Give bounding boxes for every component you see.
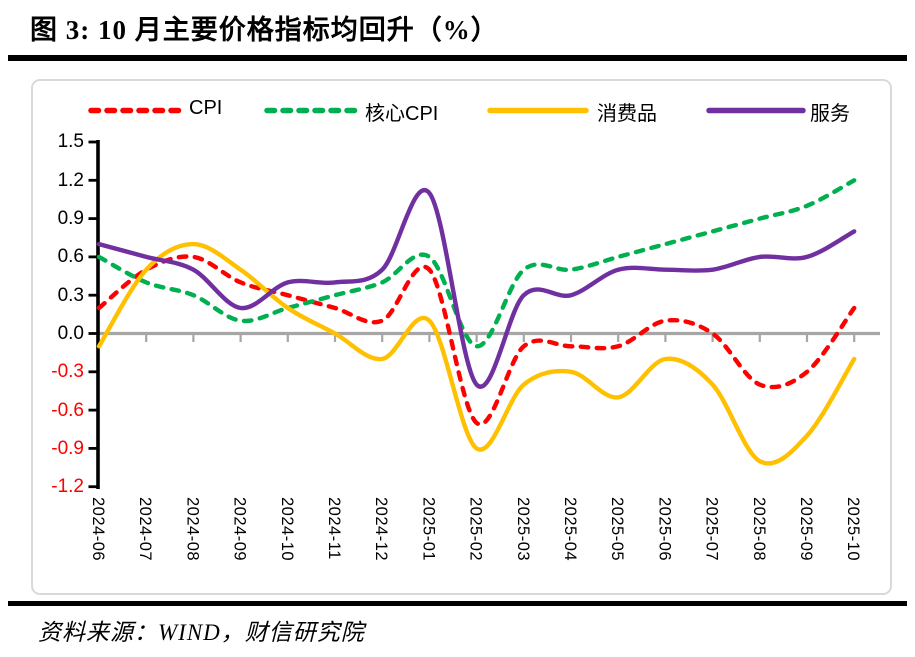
- x-axis-label: 2025-08: [749, 497, 768, 562]
- footer-divider: [8, 601, 907, 606]
- x-axis-label: 2025-10: [844, 497, 863, 562]
- y-axis-label: -1.2: [51, 476, 84, 498]
- y-axis-label: -0.3: [51, 361, 84, 383]
- x-axis-label: 2024-11: [325, 497, 343, 560]
- y-axis-label: 0.3: [57, 284, 84, 306]
- y-axis-label: -0.6: [51, 399, 84, 421]
- y-axis-label: 1.5: [57, 131, 84, 153]
- y-axis-label: 0.6: [57, 246, 84, 268]
- x-axis-label: 2024-10: [277, 497, 296, 562]
- y-axis-label: 1.2: [57, 169, 84, 191]
- y-axis-label: 0.0: [57, 323, 84, 344]
- y-axis-label: -0.9: [51, 437, 84, 459]
- x-axis-label: 2025-02: [466, 497, 485, 562]
- x-axis-label: 2025-04: [561, 497, 579, 562]
- y-axis-label: 0.9: [57, 208, 84, 230]
- x-axis-label: 2025-03: [513, 497, 532, 562]
- x-axis-label: 2025-06: [655, 497, 674, 562]
- x-axis-label: 2024-12: [372, 497, 391, 562]
- legend-label-服务: 服务: [810, 103, 850, 125]
- x-axis-label: 2025-09: [797, 497, 815, 562]
- x-axis-label: 2024-09: [230, 497, 249, 562]
- source-note: 资料来源：WIND，财信研究院: [38, 620, 365, 645]
- x-axis-label: 2025-07: [702, 497, 721, 562]
- figure-title: 图 3: 10 月主要价格指标均回升（%）: [30, 15, 499, 45]
- x-axis-label: 2024-06: [89, 497, 107, 562]
- x-axis-label: 2025-01: [419, 497, 438, 562]
- x-axis-label: 2025-05: [608, 497, 627, 562]
- legend-label-CPI: CPI: [189, 97, 223, 119]
- title-divider: [8, 55, 907, 61]
- x-axis-label: 2024-08: [183, 497, 202, 562]
- legend-label-核心CPI: 核心CPI: [365, 103, 439, 125]
- x-axis-label: 2024-07: [136, 497, 155, 562]
- legend-label-消费品: 消费品: [597, 103, 657, 125]
